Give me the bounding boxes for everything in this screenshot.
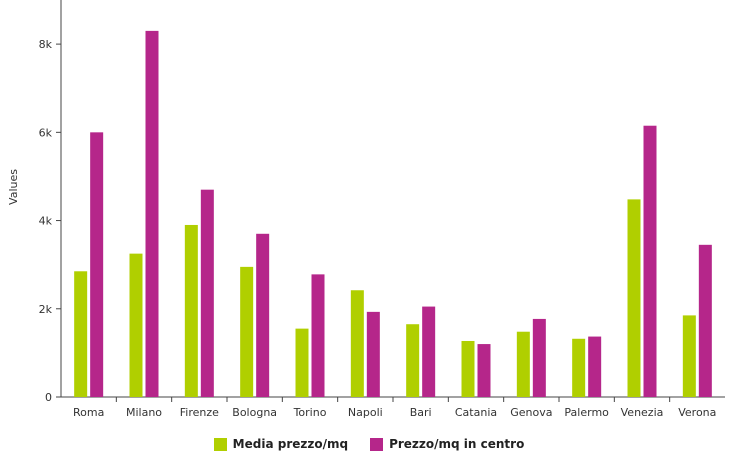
- bars: [74, 30, 712, 398]
- bar-media: [184, 224, 198, 397]
- bar-media: [350, 290, 364, 397]
- bar-centro: [145, 30, 159, 397]
- x-tick-label: Bari: [410, 406, 432, 419]
- x-tick-label: Napoli: [348, 406, 383, 419]
- legend-item-media[interactable]: Media prezzo/mq: [213, 437, 349, 451]
- legend-swatch-centro: [370, 437, 384, 451]
- bar-centro: [256, 233, 270, 397]
- bar-chart: 0 2k 4k 6k 8k Roma Milano Firenze Bologna Torino N…: [7, 0, 725, 419]
- x-tick-label: Verona: [678, 406, 716, 419]
- y-tick-label: 0: [45, 391, 52, 404]
- x-tick-label: Catania: [455, 406, 497, 419]
- bar-media: [572, 338, 586, 397]
- bar-media: [461, 340, 475, 397]
- bar-media: [406, 324, 420, 397]
- bar-centro: [643, 125, 657, 397]
- axes: 0 2k 4k 6k 8k Roma Milano Firenze Bologna Torino N…: [39, 0, 725, 419]
- legend-label-centro: Prezzo/mq in centro: [389, 437, 525, 451]
- bar-media: [295, 328, 309, 397]
- bar-centro: [90, 132, 104, 398]
- legend-label-media: Media prezzo/mq: [232, 437, 349, 451]
- x-tick-label: Genova: [510, 406, 552, 419]
- bar-media: [682, 315, 696, 397]
- bar-centro: [366, 311, 380, 397]
- legend-swatch-media: [213, 437, 227, 451]
- legend: Media prezzo/mq Prezzo/mq in centro: [0, 434, 738, 454]
- x-tick-label: Firenze: [180, 406, 219, 419]
- x-tick-label: Venezia: [621, 406, 664, 419]
- bar-centro: [588, 336, 602, 397]
- x-tick-label: Torino: [293, 406, 327, 419]
- y-tick-label: 8k: [39, 38, 53, 51]
- bar-centro: [311, 274, 325, 397]
- bar-media: [74, 271, 88, 397]
- y-axis-label: Values: [7, 169, 20, 205]
- y-tick-label: 6k: [39, 126, 53, 139]
- bar-media: [240, 266, 254, 397]
- bar-centro: [200, 189, 214, 397]
- x-tick-label: Palermo: [564, 406, 609, 419]
- y-tick-label: 4k: [39, 215, 53, 228]
- x-tick-label: Milano: [126, 406, 162, 419]
- bar-media: [627, 199, 641, 397]
- bar-centro: [532, 318, 546, 397]
- x-tick-label: Bologna: [232, 406, 277, 419]
- bar-centro: [477, 344, 491, 397]
- y-tick-label: 2k: [39, 303, 53, 316]
- x-tick-label: Roma: [73, 406, 104, 419]
- legend-item-centro[interactable]: Prezzo/mq in centro: [370, 437, 524, 451]
- bar-centro: [698, 244, 712, 397]
- bar-media: [129, 253, 143, 397]
- bar-centro: [422, 306, 436, 397]
- bar-media: [516, 331, 530, 397]
